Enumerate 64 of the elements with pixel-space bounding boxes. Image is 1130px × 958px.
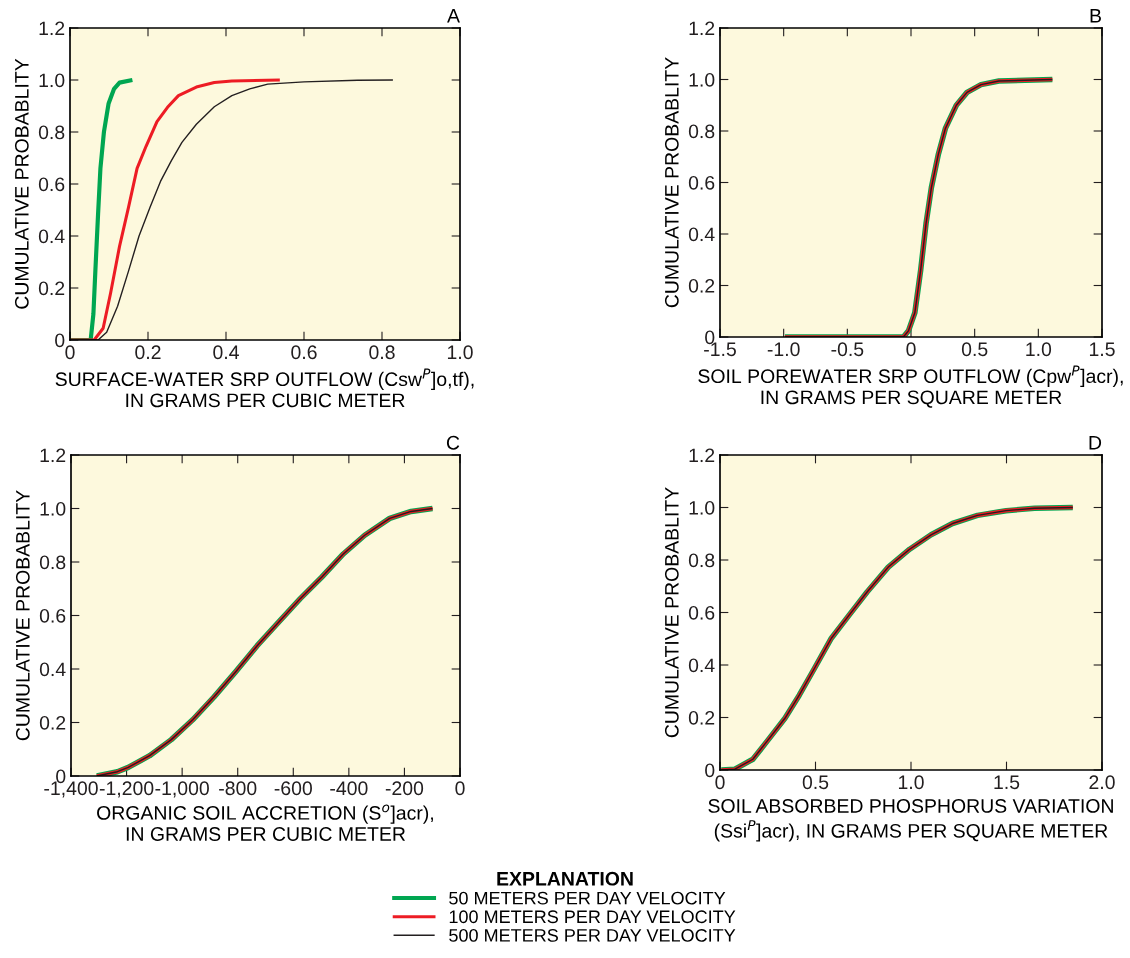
y-tick-label: 0.6 <box>688 605 715 620</box>
y-tick-label: 1.2 <box>40 448 66 463</box>
legend-label: 500 METERS PER DAY VELOCITY <box>449 929 736 942</box>
y-tick-label: 0.4 <box>38 229 65 244</box>
legend-label: 100 METERS PER DAY VELOCITY <box>449 910 736 924</box>
y-tick-label: 1.0 <box>39 73 65 88</box>
chart-title: A <box>447 9 460 23</box>
chart-title: C <box>446 435 460 450</box>
x-tick-label: 0 <box>715 775 725 790</box>
y-axis-title: CUMULATIVE PROBABLITY <box>664 57 679 308</box>
x-tick-label: -400 <box>330 781 368 796</box>
x-tick-label: 0.6 <box>291 345 317 360</box>
x-tick-label: -0.5 <box>831 342 864 357</box>
y-tick-label: 0.4 <box>688 658 715 673</box>
y-tick-label: 0.8 <box>688 124 715 139</box>
y-tick-label: 0.8 <box>39 555 66 570</box>
legend-title: EXPLANATION <box>497 871 633 886</box>
x-tick-label: 1.5 <box>1089 342 1115 357</box>
x-tick-label: -1,200 <box>99 781 154 798</box>
y-tick-label: 0.8 <box>38 125 65 140</box>
y-tick-label: 1.2 <box>689 21 715 36</box>
y-tick-label: 1.2 <box>689 448 715 463</box>
x-axis-title: ORGANIC SOIL ACCRETION (S$^{o}$]acr), IN GRAMS PER CUBIC METER <box>97 804 433 841</box>
chart-title: D <box>1089 436 1102 450</box>
legend-label: 50 METERS PER DAY VELOCITY <box>449 891 726 905</box>
x-tick-label: 0 <box>455 781 465 796</box>
x-tick-label: 0.8 <box>369 345 395 360</box>
x-tick-label: 1.0 <box>1026 342 1052 357</box>
x-axis-title: SOIL POREWATER SRP OUTFLOW (Cpw$^{P}$]acr), IN GRAMS PER SQUARE METER <box>698 365 1123 408</box>
chart-title: B <box>1090 9 1101 23</box>
y-tick-label: 0.2 <box>39 715 66 730</box>
y-tick-label: 1.0 <box>689 500 715 515</box>
y-tick-label: 0.4 <box>39 662 66 677</box>
y-tick-label: 1.0 <box>40 501 66 516</box>
x-tick-label: 1.0 <box>447 345 473 360</box>
x-tick-label: 2.0 <box>1089 775 1115 790</box>
y-tick-label: 0.6 <box>688 175 715 190</box>
x-tick-label: 1.5 <box>994 775 1020 790</box>
y-axis-title: CUMULATIVE PROBABLITY <box>664 487 679 738</box>
x-tick-label: 0.2 <box>135 345 161 360</box>
y-tick-label: 0.6 <box>39 608 66 623</box>
y-tick-label: 0.2 <box>688 278 715 293</box>
y-tick-label: 1.2 <box>39 21 65 36</box>
text: SURFACE-WATER SRP OUTFLOW (Csw$^{P}$]o,tf), IN GRAMS PER CUBIC METER <box>55 368 474 408</box>
y-tick-label: 1.0 <box>689 72 715 87</box>
y-tick-label: 0.8 <box>688 553 715 568</box>
y-tick-label: 0.4 <box>688 227 715 242</box>
x-tick-label: 0 <box>906 342 916 357</box>
x-tick-label: 0.5 <box>961 342 988 357</box>
x-axis-title: SOIL ABSORBED PHOSPHORUS VARIATION (Ssi$^{P}$]acr), IN GRAMS PER SQUARE METER <box>708 799 1113 842</box>
x-tick-label: -1,000 <box>155 781 209 798</box>
x-tick-label: -200 <box>385 781 424 796</box>
y-tick-label: 0.2 <box>688 710 715 725</box>
x-tick-label: -1.0 <box>767 342 800 357</box>
y-tick-label: 0.6 <box>38 177 65 192</box>
x-tick-label: 0.4 <box>213 345 239 360</box>
y-tick-label: 0.2 <box>38 281 65 296</box>
x-tick-label: 1.0 <box>898 775 924 790</box>
y-axis-title: CUMULATIVE PROBABLITY <box>14 58 29 309</box>
x-tick-label: -800 <box>219 781 257 796</box>
x-tick-label: 0.5 <box>802 775 829 790</box>
y-axis-title: CUMULATIVE PROBABLITY <box>15 490 30 741</box>
y-tick-label: 0 <box>705 763 715 778</box>
x-tick-label: -600 <box>274 781 312 796</box>
